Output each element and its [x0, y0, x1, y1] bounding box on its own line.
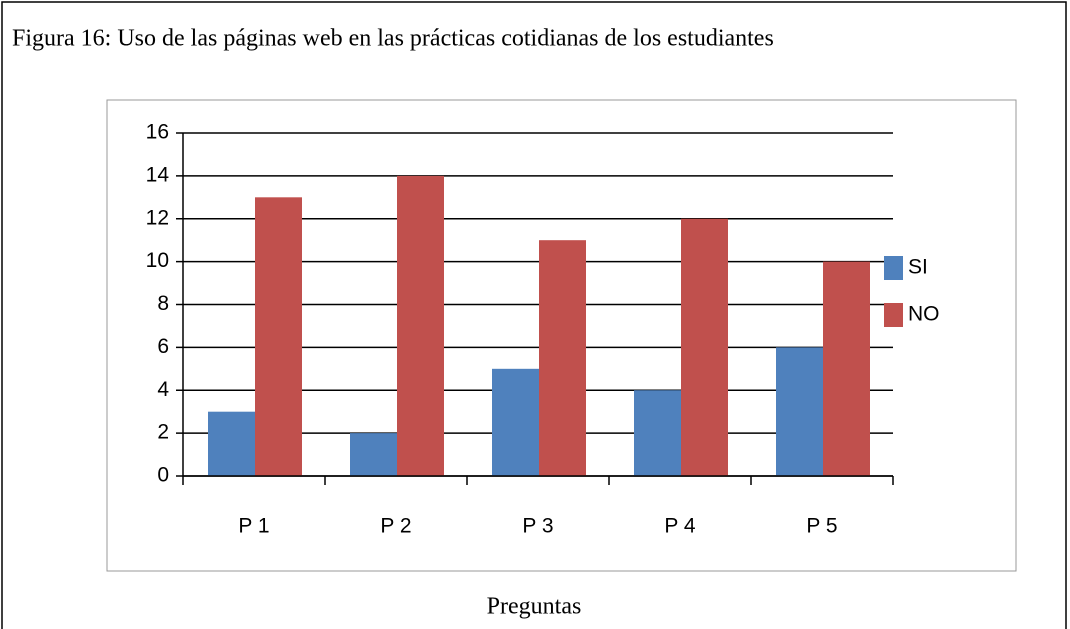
bar [492, 368, 539, 476]
chart-title: Figura 16: Uso de las páginas web en las… [12, 26, 774, 52]
y-tick-label: 10 [146, 249, 169, 272]
legend-label: NO [908, 303, 940, 326]
y-tick-label: 16 [146, 121, 169, 144]
legend-swatch [884, 303, 903, 327]
bar [539, 240, 586, 476]
x-tick-label: P 4 [664, 515, 695, 538]
y-tick-label: 14 [146, 163, 170, 186]
y-tick-label: 8 [157, 292, 169, 315]
bar [208, 411, 255, 476]
bar [823, 261, 870, 476]
x-tick-label: P 5 [806, 515, 837, 538]
legend-label: SI [908, 256, 928, 279]
bar [634, 390, 681, 476]
bar [776, 347, 823, 476]
chart-frame [106, 99, 1017, 572]
y-tick-label: 2 [157, 421, 169, 444]
y-tick-label: 0 [157, 464, 169, 487]
x-tick-label: P 3 [522, 515, 553, 538]
bar [681, 218, 728, 476]
x-tick-label: P 1 [238, 515, 269, 538]
y-tick-label: 12 [146, 206, 169, 229]
bar [350, 433, 397, 476]
bar [397, 175, 444, 476]
x-tick-label: P 2 [380, 515, 411, 538]
x-axis-label: Preguntas [487, 594, 582, 620]
y-tick-label: 6 [157, 335, 169, 358]
y-tick-label: 4 [157, 378, 169, 401]
legend-swatch [884, 256, 903, 280]
bar [255, 197, 302, 476]
